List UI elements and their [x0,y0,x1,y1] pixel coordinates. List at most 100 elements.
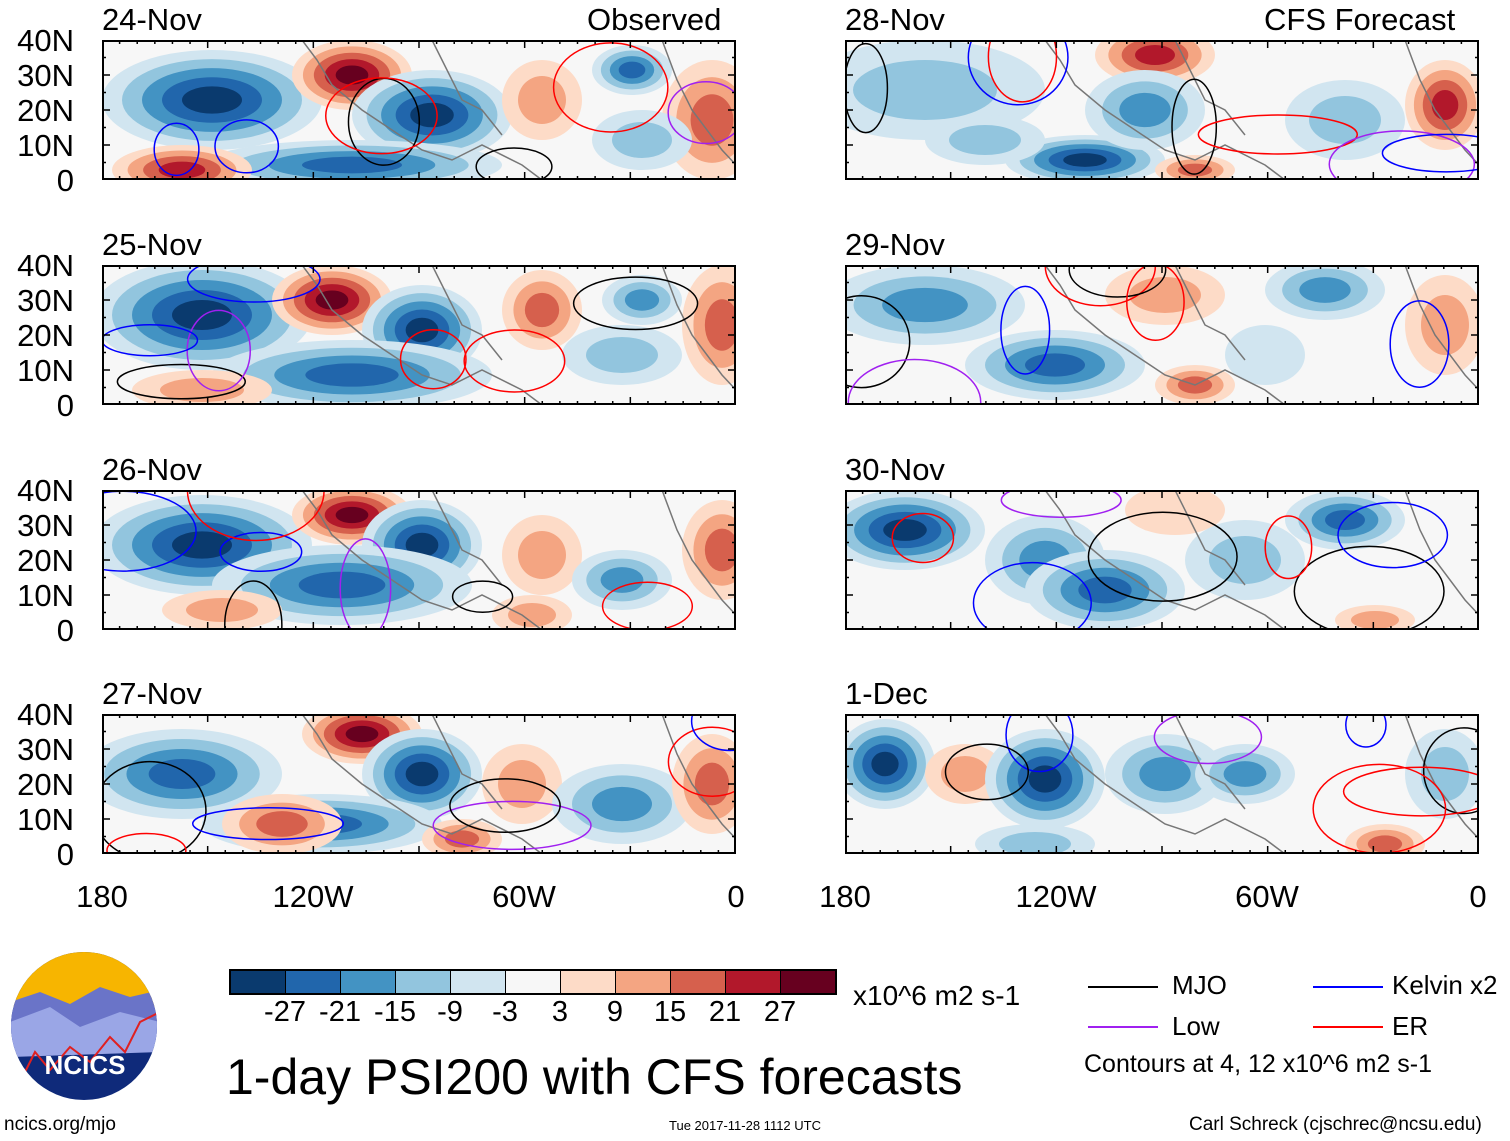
field-contour-fill [498,760,546,808]
field-contour-fill [410,102,454,128]
map-panel [845,40,1479,180]
colorbar-label: 15 [653,996,687,1028]
anomaly-contour [1087,511,1238,602]
y-tick-label: 30N [17,58,74,93]
colorbar-label: 9 [606,996,624,1028]
anomaly-contour [967,40,1069,106]
y-tick-label: 20N [17,543,74,578]
panel-date-label: 1-Dec [845,676,928,711]
map-panel [845,490,1479,630]
colorbar-label: -9 [437,996,463,1028]
field-contour-fill [1063,153,1107,167]
anomaly-contour [572,276,699,331]
figure-title: 1-day PSI200 with CFS forecasts [226,1049,963,1105]
field-contour-fill [405,532,439,558]
colorbar-swatch [781,971,835,993]
anomaly-contour [1171,78,1218,175]
colorbar-swatch [341,971,396,993]
field-contour-fill [1139,756,1191,792]
field-contour-fill [592,786,652,822]
anomaly-contour [1422,727,1479,815]
field-contour-fill [1119,92,1171,128]
y-tick-label: 0 [56,388,74,423]
panel-date-label: 29-Nov [845,227,945,262]
anomaly-contour [399,328,467,390]
anomaly-contour [475,147,553,180]
field-contour-fill [1431,90,1459,120]
field-contour-fill [1025,353,1085,377]
y-tick-label: 10N [17,802,74,837]
colorbar-swatch [451,971,506,993]
ncics-logo: NCICS [11,952,157,1100]
footer-url[interactable]: ncics.org/mjo [4,1114,116,1135]
anomaly-contour [449,778,561,833]
colorbar-label: 21 [708,996,742,1028]
colorbar-swatch [726,971,781,993]
field-contour-fill [853,60,997,120]
field-contour-fill [1209,536,1281,584]
field-contour-fill [518,531,566,579]
y-tick-label: 40N [17,248,74,283]
coastline [301,490,736,630]
colorbar-swatch [286,971,341,993]
field-contour-fill [172,531,232,559]
legend-kelvin-line [1313,986,1383,988]
field-contour-fill [1351,611,1399,629]
anomaly-contour [987,40,1058,103]
anomaly-contour [847,358,982,405]
field-contour-fill [1177,163,1213,177]
anomaly-contour [891,512,955,564]
anomaly-contour [1389,300,1450,388]
contour-note: Contours at 4, 12 x10^6 m2 s-1 [1084,1050,1433,1078]
field-contour-fill [1421,295,1469,355]
anomaly-contour [191,806,345,841]
field-contour-fill [1078,576,1132,604]
anomaly-contour [1345,714,1387,748]
panel-date-label: 26-Nov [102,452,202,487]
field-contour-fill [586,337,658,373]
field-contour-fill [694,762,730,806]
footer-timestamp: Tue 2017-11-28 1112 UTC [669,1118,821,1133]
field-contour-fill [335,506,369,524]
field-contour-fill [1223,761,1267,787]
x-tick-right-180: 180 [819,879,871,914]
field-contour-fill [612,122,672,158]
field-contour-fill [1421,747,1469,801]
panel-date-label: 28-Nov [845,2,945,37]
field-contour-fill [871,751,899,777]
legend-low-line [1088,1026,1158,1028]
y-tick-label: 10N [17,578,74,613]
anomaly-contour [1381,133,1479,173]
x-tick-right-60w: 60W [1235,879,1299,914]
panel-date-label: 27-Nov [102,676,202,711]
y-tick-label: 0 [56,837,74,872]
field-contour-fill [302,156,402,174]
anomaly-contour [339,538,392,630]
logo-text: NCICS [45,1050,126,1080]
field-contour-fill [1028,765,1062,793]
map-panel [102,265,736,405]
anomaly-contour [102,760,207,854]
field-contour-fill [600,567,644,593]
field-contour-fill [1367,835,1403,853]
anomaly-contour [1264,515,1313,580]
observed-header: Observed [587,2,722,37]
field-contour-fill [298,571,386,599]
y-tick-label: 0 [56,613,74,648]
field-contour-fill [444,830,480,848]
anomaly-contour [463,329,566,393]
anomaly-contour [214,119,280,174]
legend-mjo-line [1088,986,1158,988]
map-panel [102,40,736,180]
footer-author: Carl Schreck (cjschrec@ncsu.edu) [1189,1114,1482,1135]
anomaly-contour [1337,501,1449,569]
x-tick-left-0: 0 [727,879,745,914]
anomaly-contour [432,800,592,851]
map-panel [102,490,736,630]
y-tick-label: 30N [17,732,74,767]
coastline [301,265,736,405]
field-contour-fill [704,299,736,351]
y-tick-label: 30N [17,283,74,318]
field-contour-fill [941,756,989,792]
